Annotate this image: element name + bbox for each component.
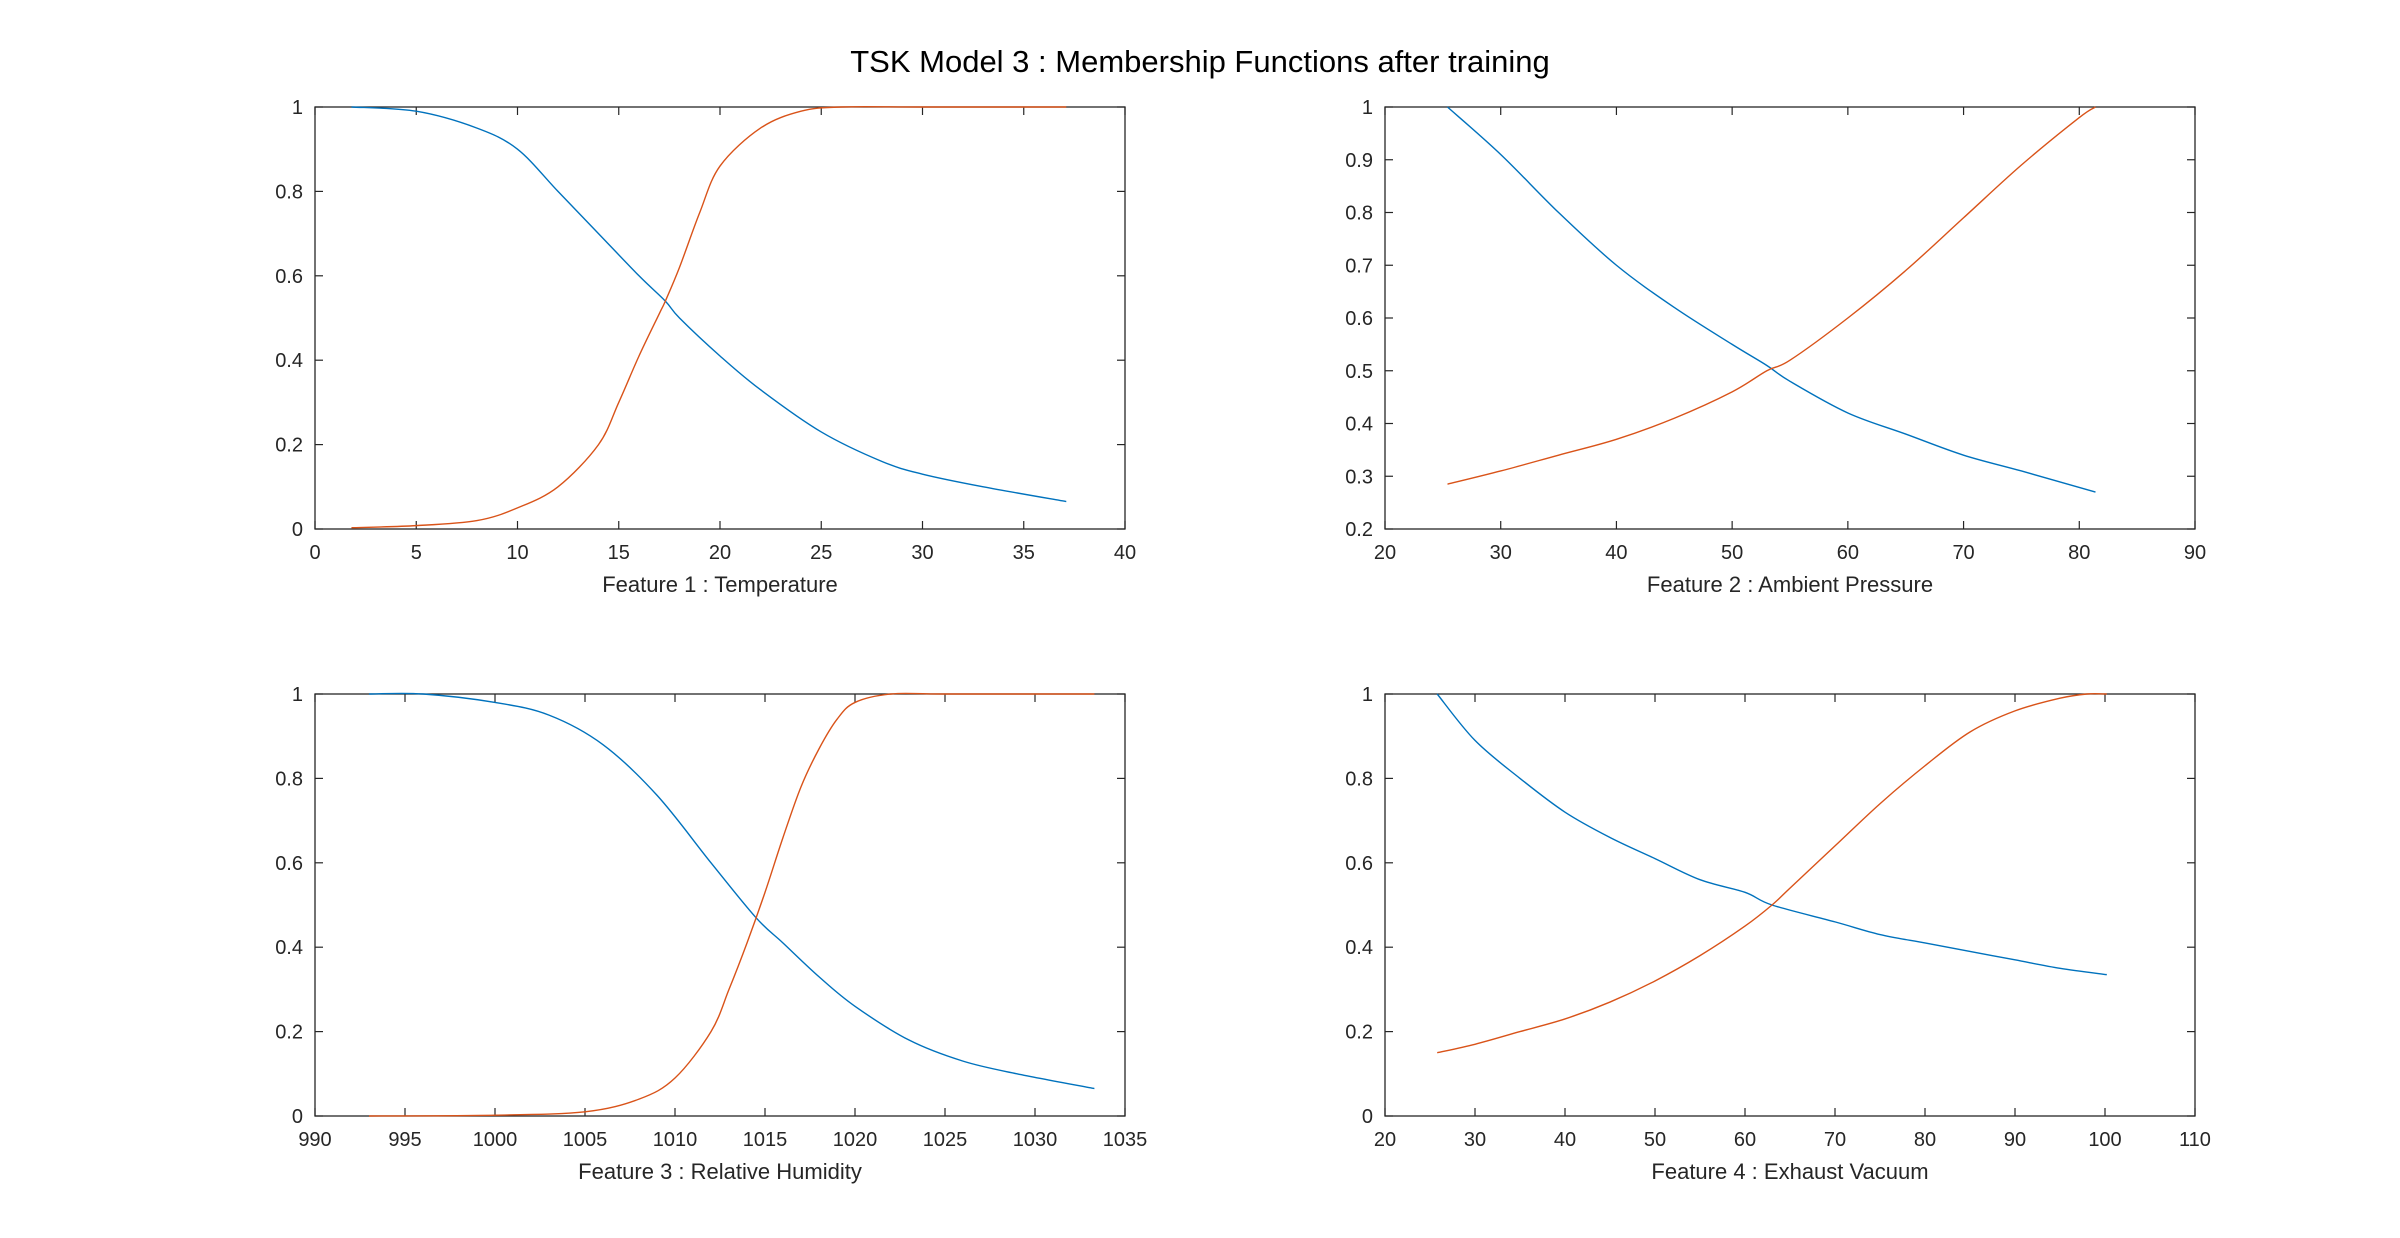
y-tick-label: 0.4 [1345,937,1373,959]
x-tick-label: 40 [1114,542,1136,564]
y-tick-label: 0 [292,1106,303,1128]
x-tick-label: 20 [1374,542,1396,564]
y-tick-label: 0.8 [1345,203,1373,225]
y-tick-label: 0 [292,519,303,541]
x-tick-label: 990 [298,1129,331,1151]
y-tick-label: 0.2 [1345,1022,1373,1044]
y-tick-label: 0.8 [1345,768,1373,790]
x-tick-label: 20 [1374,1129,1396,1151]
y-tick-label: 0.3 [1345,466,1373,488]
y-tick-label: 1 [292,97,303,119]
axes-frame [1384,106,2196,530]
x-tick-label: 995 [388,1129,421,1151]
x-tick-label: 60 [1734,1129,1756,1151]
x-tick-label: 1020 [833,1129,878,1151]
x-tick-label: 80 [1914,1129,1936,1151]
membership-curve-2 [368,692,1095,1117]
y-tick-label: 0.4 [275,350,303,372]
y-tick-label: 0 [1362,1106,1373,1128]
x-axis-label: Feature 1 : Temperature [602,572,838,597]
x-tick-label: 1030 [1013,1129,1058,1151]
x-tick-label: 1005 [563,1129,608,1151]
subplot-4: 20 30 40 50 60 70 80 90 100 110 0 0.2 0.4 0.6 0.8 1 Feat… [1345,684,2211,1184]
x-tick-label: 25 [810,542,832,564]
y-tick-label: 0.5 [1345,361,1373,383]
x-tick-label: 15 [608,542,630,564]
x-tick-label: 100 [2088,1129,2121,1151]
membership-curve-1 [368,692,1095,1090]
x-tick-label: 50 [1644,1129,1666,1151]
x-tick-label: 90 [2004,1129,2026,1151]
x-tick-label: 30 [1490,542,1512,564]
x-tick-label: 70 [1952,542,1974,564]
x-tick-label: 40 [1605,542,1627,564]
figure-title: TSK Model 3 : Membership Functions after… [850,44,1550,79]
x-tick-label: 80 [2068,542,2090,564]
x-tick-label: 0 [309,542,320,564]
x-tick-label: 110 [2179,1129,2211,1151]
y-tick-label: 0.8 [275,768,303,790]
membership-curve-2 [351,105,1067,529]
axes-frame [314,693,1126,1117]
x-tick-label: 1000 [473,1129,518,1151]
x-tick-label: 1035 [1103,1129,1148,1151]
membership-curve-1 [1447,106,2096,493]
y-tick-label: 1 [1362,684,1373,706]
y-tick-label: 1 [1362,97,1373,119]
membership-curve-1 [1436,693,2107,976]
x-tick-label: 5 [411,542,422,564]
subplot-3: 990 995 1000 1005 1010 1015 1020 1025 1030 1035 0 0… [275,684,1147,1184]
y-tick-label: 0.6 [1345,853,1373,875]
y-tick-label: 0.6 [1345,308,1373,330]
subplot-2: 20 30 40 50 60 70 80 90 0.2 0.3 0.4 0.5 0.6 0.7 0.8 0.9… [1345,97,2206,597]
subplot-1: 0 5 10 15 20 25 30 35 40 0 0.2 0.4 0.6 0.8 1 Feature 1 … [275,97,1136,597]
x-axis-label: Feature 2 : Ambient Pressure [1647,572,1933,597]
y-tick-label: 0.8 [275,181,303,203]
membership-curve-2 [1437,692,2107,1054]
x-tick-label: 1025 [923,1129,968,1151]
y-tick-label: 0.7 [1345,255,1373,277]
y-tick-label: 0.4 [275,937,303,959]
y-tick-label: 0.4 [1345,414,1373,436]
x-tick-label: 30 [1464,1129,1486,1151]
membership-curve-2 [1447,106,2096,485]
x-axis-label: Feature 4 : Exhaust Vacuum [1651,1159,1928,1184]
axes-frame [314,106,1126,530]
y-tick-label: 0.9 [1345,150,1373,172]
x-tick-label: 50 [1721,542,1743,564]
x-tick-label: 1015 [743,1129,788,1151]
x-tick-label: 70 [1824,1129,1846,1151]
y-tick-label: 0.2 [275,1022,303,1044]
x-tick-label: 10 [506,542,528,564]
x-tick-label: 1010 [653,1129,698,1151]
x-tick-label: 20 [709,542,731,564]
y-tick-label: 0.2 [275,435,303,457]
x-tick-label: 40 [1554,1129,1576,1151]
y-tick-label: 1 [292,684,303,706]
x-tick-label: 30 [911,542,933,564]
axes-frame [1384,693,2196,1117]
y-tick-label: 0.2 [1345,519,1373,541]
x-axis-label: Feature 3 : Relative Humidity [578,1159,862,1184]
y-tick-label: 0.6 [275,266,303,288]
membership-curve-1 [351,106,1067,503]
x-tick-label: 90 [2184,542,2206,564]
x-tick-label: 60 [1837,542,1859,564]
y-tick-label: 0.6 [275,853,303,875]
x-tick-label: 35 [1013,542,1035,564]
